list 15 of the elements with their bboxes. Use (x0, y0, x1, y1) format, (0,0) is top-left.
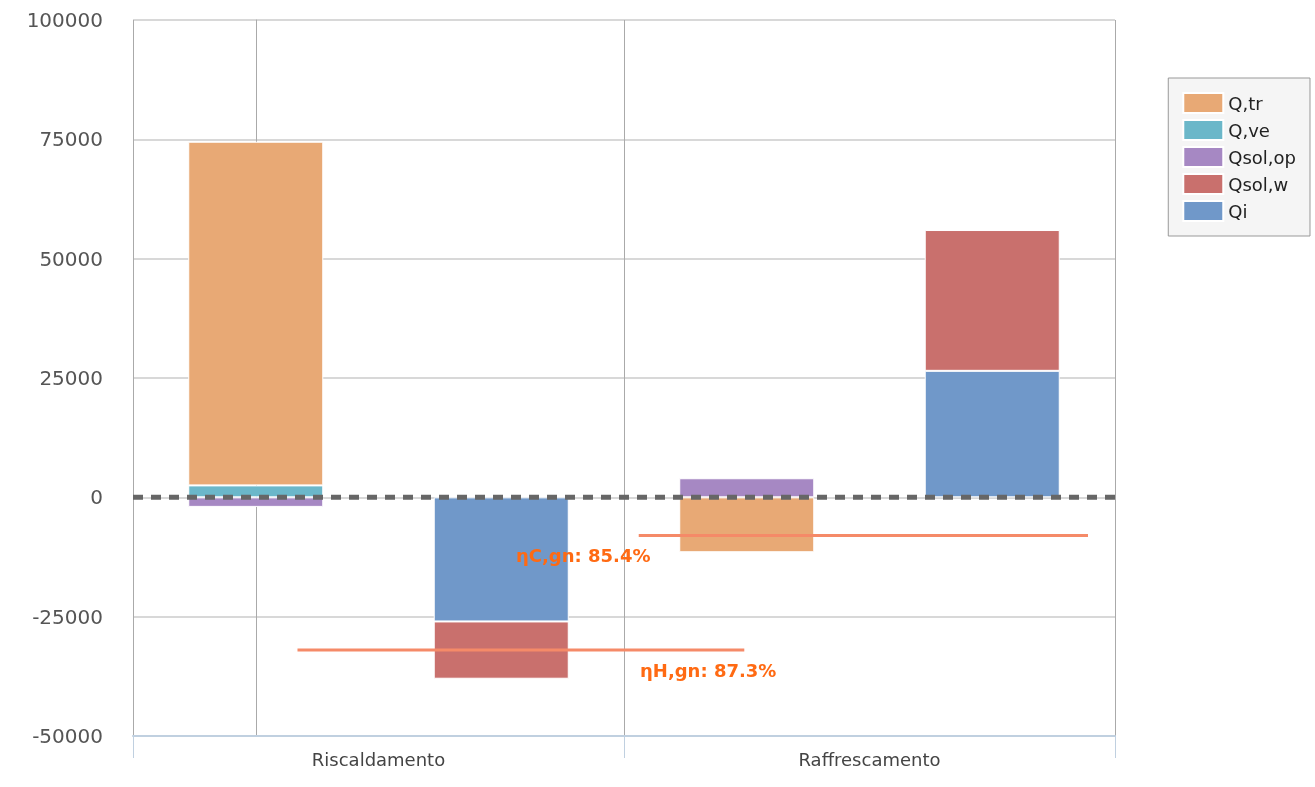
legend-label: Qsol,op (1228, 146, 1297, 168)
y-tick-label: -50000 (32, 724, 103, 748)
y-tick-label: 0 (90, 485, 103, 510)
x-tick-label: Riscaldamento (311, 748, 446, 770)
y-tick-label: 25000 (39, 366, 103, 390)
legend-label: Qsol,w (1228, 173, 1289, 195)
legend-label: Q,ve (1228, 119, 1270, 141)
legend-label: Qi (1228, 200, 1248, 222)
y-tick-label: 100000 (26, 8, 103, 32)
y-tick-label: -25000 (32, 604, 103, 629)
y-tick-label: 75000 (39, 127, 103, 152)
annotation: ηH,gn: 87.3% (640, 659, 777, 681)
legend-label: Q,tr (1228, 92, 1264, 114)
y-tick-label: 50000 (39, 246, 103, 271)
x-tick-label: Raffrescamento (798, 748, 941, 770)
